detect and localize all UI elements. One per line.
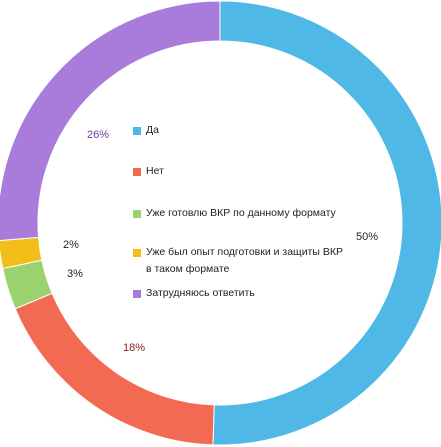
donut-slice-yes — [212, 0, 441, 446]
legend-item-yes: Да — [133, 122, 343, 139]
legend-item-had-experience: Уже был опыт подготовки и защиты ВКР в т… — [133, 244, 343, 278]
legend-item-no: Нет — [133, 163, 343, 180]
legend-swatch-had-experience — [133, 249, 141, 257]
data-label-difficult-to-answer: 26% — [87, 129, 109, 141]
data-label-already-preparing: 3% — [67, 268, 83, 280]
legend-label-already-preparing: Уже готовлю ВКР по данному формату — [146, 207, 336, 219]
legend-label-difficult-to-answer: Затрудняюсь ответить — [146, 287, 255, 299]
legend-item-already-preparing: Уже готовлю ВКР по данному формату — [133, 205, 343, 222]
data-label-no: 18% — [123, 342, 145, 354]
donut-slice-no — [14, 292, 215, 446]
legend-swatch-difficult-to-answer — [133, 290, 141, 298]
donut-slice-difficult-to-answer — [0, 0, 221, 241]
legend-swatch-already-preparing — [133, 210, 141, 218]
data-label-had-experience: 2% — [63, 239, 79, 251]
legend-label-no: Нет — [146, 165, 164, 177]
legend-swatch-no — [133, 168, 141, 176]
data-label-yes: 50% — [356, 231, 378, 243]
legend-label-yes: Да — [146, 124, 159, 136]
legend-swatch-yes — [133, 127, 141, 135]
legend-label-had-experience: Уже был опыт подготовки и защиты ВКР в т… — [146, 246, 343, 275]
legend-item-difficult-to-answer: Затрудняюсь ответить — [133, 285, 343, 302]
